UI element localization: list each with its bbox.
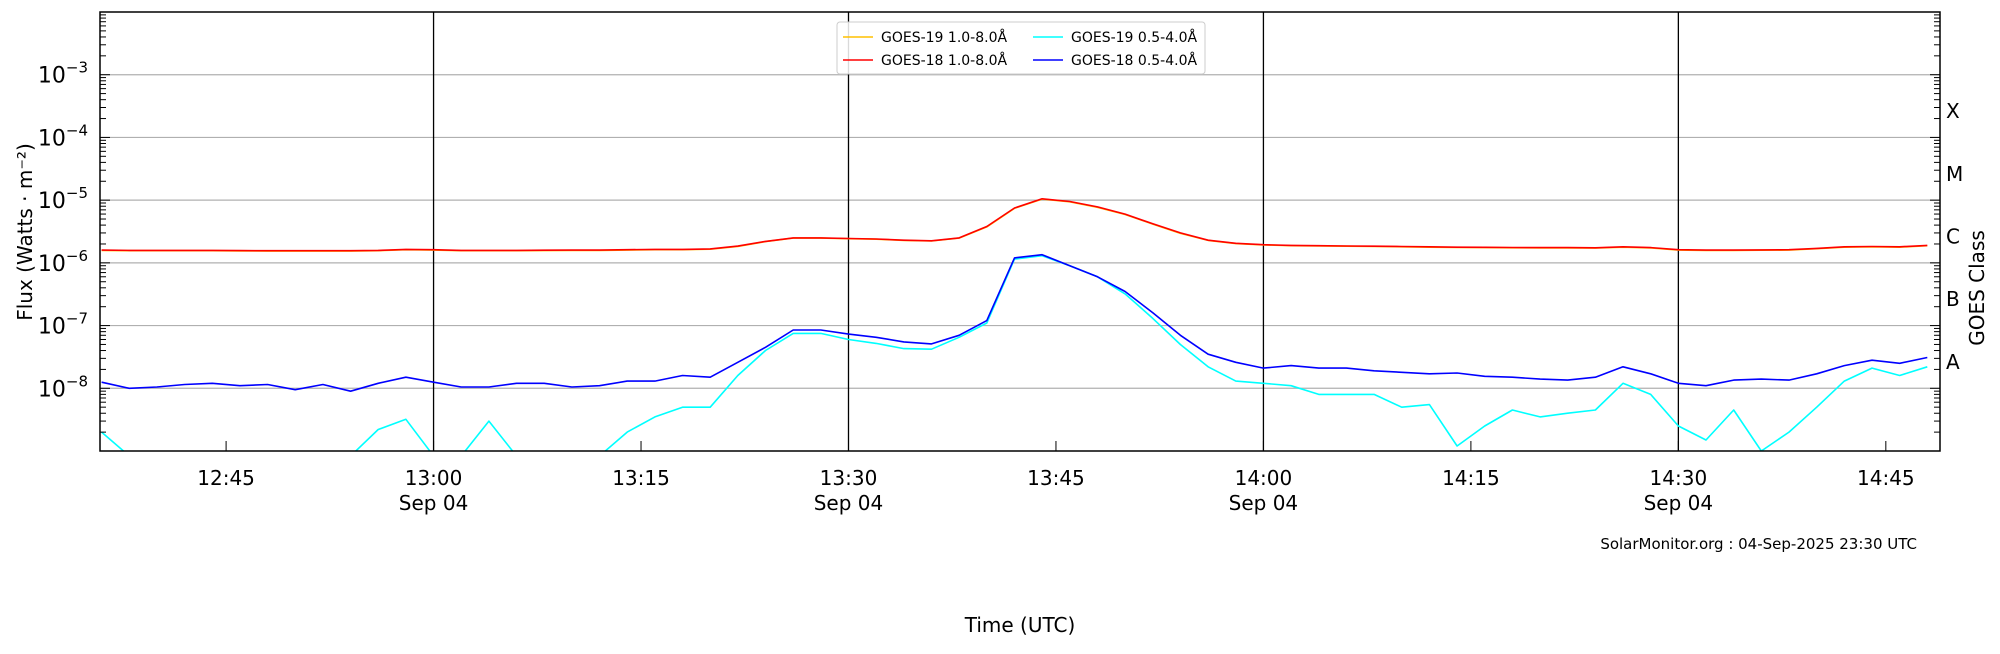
goes-class-label: A (1946, 350, 1960, 374)
x-tick-label: 14:15 (1442, 466, 1500, 490)
y-tick-exponent: −6 (66, 247, 88, 265)
plot-frame (99, 11, 1941, 452)
day-markers (432, 12, 1680, 451)
goes-class-label: C (1946, 225, 1960, 249)
y-tick-exponent: −8 (66, 372, 88, 390)
x-tick-label: 13:30 (820, 466, 878, 490)
x-tick-date-label: Sep 04 (1229, 491, 1299, 515)
x-tick-date-label: Sep 04 (399, 491, 469, 515)
x-tick-label: 14:00 (1235, 466, 1293, 490)
y-tick-label: 10−7 (38, 310, 88, 340)
series-line-goes-19-0.5-4.0Å (101, 254, 1928, 451)
x-tick-label: 13:45 (1027, 466, 1085, 490)
y-tick-base: 10 (38, 377, 66, 402)
goes-class-label: B (1946, 287, 1960, 311)
y-tick-label: 10−8 (38, 372, 88, 402)
x-tick-label: 12:45 (197, 466, 255, 490)
x-tick-date-label: Sep 04 (1644, 491, 1714, 515)
y-axis-label: Flux (Watts · m⁻²) (13, 143, 37, 321)
legend-label: GOES-19 1.0-8.0Å (881, 29, 1007, 46)
goes-class-label: X (1946, 99, 1960, 123)
series-lines (101, 198, 1928, 451)
legend-label: GOES-18 0.5-4.0Å (1071, 52, 1197, 69)
y-tick-base: 10 (38, 315, 66, 340)
y-tick-base: 10 (38, 64, 66, 89)
legend-box (836, 21, 1206, 75)
goes-class-label: M (1946, 162, 1963, 186)
watermark-annotation: SolarMonitor.org : 04-Sep-2025 23:30 UTC (1600, 535, 1917, 553)
y-tick-exponent: −7 (66, 310, 88, 328)
y-tick-base: 10 (38, 252, 66, 277)
goes-class-labels: A B C M X (1946, 99, 1963, 374)
y-tick-labels: 10−310−410−510−610−710−8 (38, 59, 88, 403)
grid (100, 74, 1940, 389)
x-tick-label: 14:45 (1857, 466, 1915, 490)
series-line-goes-18-1.0-8.0Å (101, 198, 1928, 252)
y-tick-label: 10−6 (38, 247, 88, 277)
x-axis-label: Time (UTC) (964, 613, 1076, 637)
y-tick-label: 10−5 (38, 184, 88, 214)
x-tick-label: 14:30 (1650, 466, 1708, 490)
y-tick-base: 10 (38, 189, 66, 214)
y-tick-exponent: −5 (66, 184, 88, 202)
x-tick-label: 13:00 (405, 466, 463, 490)
legend-label: GOES-18 1.0-8.0Å (881, 52, 1007, 69)
y-tick-exponent: −3 (66, 59, 88, 77)
legend-label: GOES-19 0.5-4.0Å (1071, 29, 1197, 46)
y-tick-label: 10−3 (38, 59, 88, 89)
y-tick-exponent: −4 (66, 121, 88, 139)
legend: GOES-19 1.0-8.0Å GOES-18 1.0-8.0Å GOES-19 … (836, 21, 1206, 75)
axis-ticks (100, 14, 1940, 452)
x-tick-label: 13:15 (612, 466, 670, 490)
right-axis-label: GOES Class (1965, 230, 1989, 346)
y-tick-label: 10−4 (38, 121, 88, 151)
x-tick-date-label: Sep 04 (814, 491, 884, 515)
series-line-goes-18-0.5-4.0Å (101, 253, 1928, 393)
series-line-goes-19-1.0-8.0Å (101, 198, 1928, 252)
y-tick-base: 10 (38, 126, 66, 151)
